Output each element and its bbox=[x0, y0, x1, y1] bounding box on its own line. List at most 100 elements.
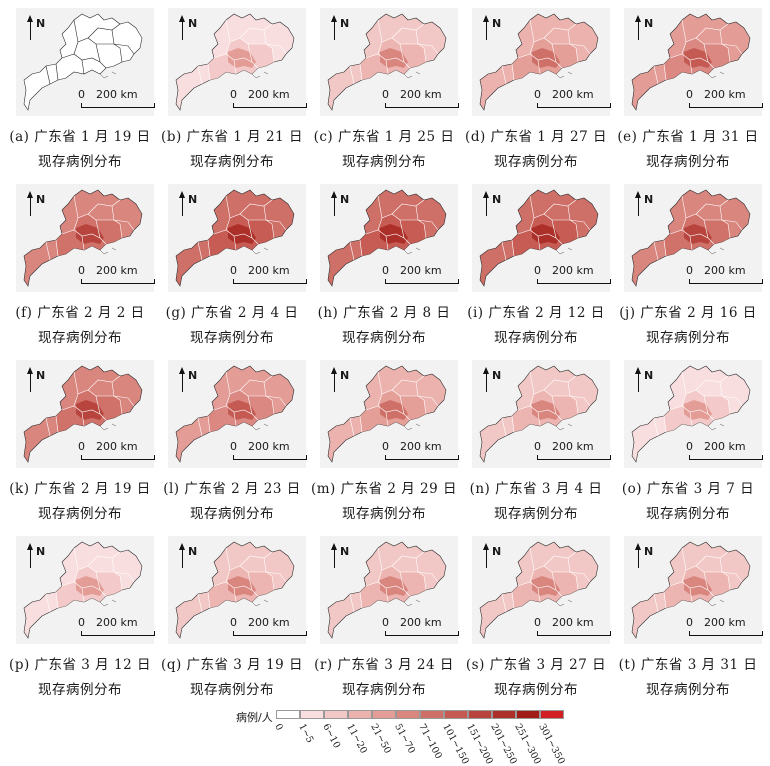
scale-bar: 0 200 km bbox=[230, 616, 310, 640]
province-map: N 0 200 km bbox=[624, 536, 763, 644]
map-panel: N 0 200 km (t) 广东省 3 月 31 日现存病例分布 bbox=[612, 532, 764, 708]
scale-zero-label: 0 bbox=[382, 616, 389, 629]
north-arrow-icon: N bbox=[27, 15, 52, 44]
north-label: N bbox=[340, 17, 350, 30]
caption-line1: (n) 广东省 3 月 4 日 bbox=[469, 481, 603, 497]
north-arrow-icon: N bbox=[179, 191, 204, 220]
scale-distance-label: 200 km bbox=[248, 264, 290, 277]
legend-swatch bbox=[372, 710, 396, 719]
north-label: N bbox=[36, 193, 46, 206]
north-arrow-icon: N bbox=[635, 15, 660, 44]
province-map: N 0 200 km bbox=[472, 184, 611, 292]
scale-bar: 0 200 km bbox=[382, 616, 462, 640]
caption-line2: 现存病例分布 bbox=[190, 154, 274, 170]
scale-bar: 0 200 km bbox=[686, 88, 766, 112]
scale-zero-label: 0 bbox=[230, 616, 237, 629]
scale-distance-label: 200 km bbox=[704, 440, 746, 453]
scale-zero-label: 0 bbox=[382, 264, 389, 277]
caption-line1: (o) 广东省 3 月 7 日 bbox=[621, 481, 755, 497]
north-label: N bbox=[644, 193, 654, 206]
map-panel: N 0 200 km (n) 广东省 3 月 4 日现存病例分布 bbox=[460, 356, 612, 532]
scale-distance-label: 200 km bbox=[248, 440, 290, 453]
legend-swatch bbox=[348, 710, 372, 719]
map-panel: N 0 200 km (b) 广东省 1 月 21 日现存病例分布 bbox=[156, 4, 308, 180]
scale-zero-label: 0 bbox=[230, 264, 237, 277]
scale-bar: 0 200 km bbox=[686, 616, 766, 640]
map-panel: N 0 200 km (m) 广东省 2 月 29 日现存病例分布 bbox=[308, 356, 460, 532]
scale-zero-label: 0 bbox=[686, 264, 693, 277]
scale-zero-label: 0 bbox=[78, 264, 85, 277]
province-map: N 0 200 km bbox=[320, 536, 459, 644]
scale-zero-label: 0 bbox=[78, 440, 85, 453]
legend-swatch bbox=[276, 710, 300, 719]
panel-caption: (e) 广东省 1 月 31 日现存病例分布 bbox=[612, 125, 764, 175]
legend-label: 6~10 bbox=[320, 722, 343, 751]
scale-distance-label: 200 km bbox=[552, 616, 594, 629]
scale-bar: 0 200 km bbox=[78, 616, 158, 640]
north-label: N bbox=[340, 545, 350, 558]
north-arrow-icon: N bbox=[27, 191, 52, 220]
legend-swatch bbox=[468, 710, 492, 719]
legend-swatch bbox=[396, 710, 420, 719]
caption-line1: (t) 广东省 3 月 31 日 bbox=[618, 657, 758, 673]
map-panel: N 0 200 km (d) 广东省 1 月 27 日现存病例分布 bbox=[460, 4, 612, 180]
scale-distance-label: 200 km bbox=[552, 440, 594, 453]
scale-zero-label: 0 bbox=[78, 88, 85, 101]
north-label: N bbox=[188, 193, 198, 206]
legend-title: 病例/人 bbox=[236, 711, 273, 724]
scale-distance-label: 200 km bbox=[400, 264, 442, 277]
caption-line1: (j) 广东省 2 月 16 日 bbox=[619, 305, 757, 321]
caption-line1: (k) 广东省 2 月 19 日 bbox=[9, 481, 151, 497]
scale-zero-label: 0 bbox=[686, 616, 693, 629]
panel-caption: (g) 广东省 2 月 4 日现存病例分布 bbox=[156, 301, 308, 351]
scale-bar: 0 200 km bbox=[230, 88, 310, 112]
scale-bar: 0 200 km bbox=[534, 440, 614, 464]
north-label: N bbox=[36, 369, 46, 382]
scale-zero-label: 0 bbox=[382, 440, 389, 453]
north-arrow-icon: N bbox=[27, 543, 52, 572]
caption-line1: (p) 广东省 3 月 12 日 bbox=[9, 657, 151, 673]
map-panel: N 0 200 km (i) 广东省 2 月 12 日现存病例分布 bbox=[460, 180, 612, 356]
caption-line2: 现存病例分布 bbox=[646, 154, 730, 170]
north-arrow-icon: N bbox=[635, 191, 660, 220]
map-panel: N 0 200 km (s) 广东省 3 月 27 日现存病例分布 bbox=[460, 532, 612, 708]
legend-label: 21~50 bbox=[368, 722, 394, 756]
caption-line1: (l) 广东省 2 月 23 日 bbox=[163, 481, 301, 497]
panel-caption: (b) 广东省 1 月 21 日现存病例分布 bbox=[156, 125, 308, 175]
province-map: N 0 200 km bbox=[168, 184, 307, 292]
map-panel: N 0 200 km (q) 广东省 3 月 19 日现存病例分布 bbox=[156, 532, 308, 708]
map-panel: N 0 200 km (g) 广东省 2 月 4 日现存病例分布 bbox=[156, 180, 308, 356]
scale-distance-label: 200 km bbox=[400, 616, 442, 629]
caption-line2: 现存病例分布 bbox=[646, 330, 730, 346]
scale-bar: 0 200 km bbox=[230, 440, 310, 464]
scale-distance-label: 200 km bbox=[400, 440, 442, 453]
caption-line2: 现存病例分布 bbox=[342, 682, 426, 698]
legend-swatch bbox=[516, 710, 540, 719]
legend-swatch bbox=[300, 710, 324, 719]
scale-bar: 0 200 km bbox=[78, 88, 158, 112]
caption-line2: 现存病例分布 bbox=[494, 506, 578, 522]
legend-swatch bbox=[444, 710, 468, 719]
scale-zero-label: 0 bbox=[686, 440, 693, 453]
map-panel: N 0 200 km (f) 广东省 2 月 2 日现存病例分布 bbox=[4, 180, 156, 356]
north-label: N bbox=[188, 17, 198, 30]
scale-zero-label: 0 bbox=[78, 616, 85, 629]
panel-caption: (p) 广东省 3 月 12 日现存病例分布 bbox=[4, 653, 156, 703]
north-arrow-icon: N bbox=[483, 191, 508, 220]
province-map: N 0 200 km bbox=[168, 8, 307, 116]
map-panel: N 0 200 km (c) 广东省 1 月 25 日现存病例分布 bbox=[308, 4, 460, 180]
north-label: N bbox=[36, 545, 46, 558]
caption-line1: (b) 广东省 1 月 21 日 bbox=[161, 129, 303, 145]
map-panel: N 0 200 km (o) 广东省 3 月 7 日现存病例分布 bbox=[612, 356, 764, 532]
panel-caption: (i) 广东省 2 月 12 日现存病例分布 bbox=[460, 301, 612, 351]
north-label: N bbox=[340, 369, 350, 382]
north-arrow-icon: N bbox=[483, 543, 508, 572]
scale-bar: 0 200 km bbox=[230, 264, 310, 288]
legend-swatch bbox=[324, 710, 348, 719]
province-map: N 0 200 km bbox=[168, 360, 307, 468]
panel-caption: (f) 广东省 2 月 2 日现存病例分布 bbox=[4, 301, 156, 351]
province-map: N 0 200 km bbox=[16, 360, 155, 468]
scale-zero-label: 0 bbox=[686, 88, 693, 101]
map-panel: N 0 200 km (h) 广东省 2 月 8 日现存病例分布 bbox=[308, 180, 460, 356]
province-map: N 0 200 km bbox=[624, 360, 763, 468]
